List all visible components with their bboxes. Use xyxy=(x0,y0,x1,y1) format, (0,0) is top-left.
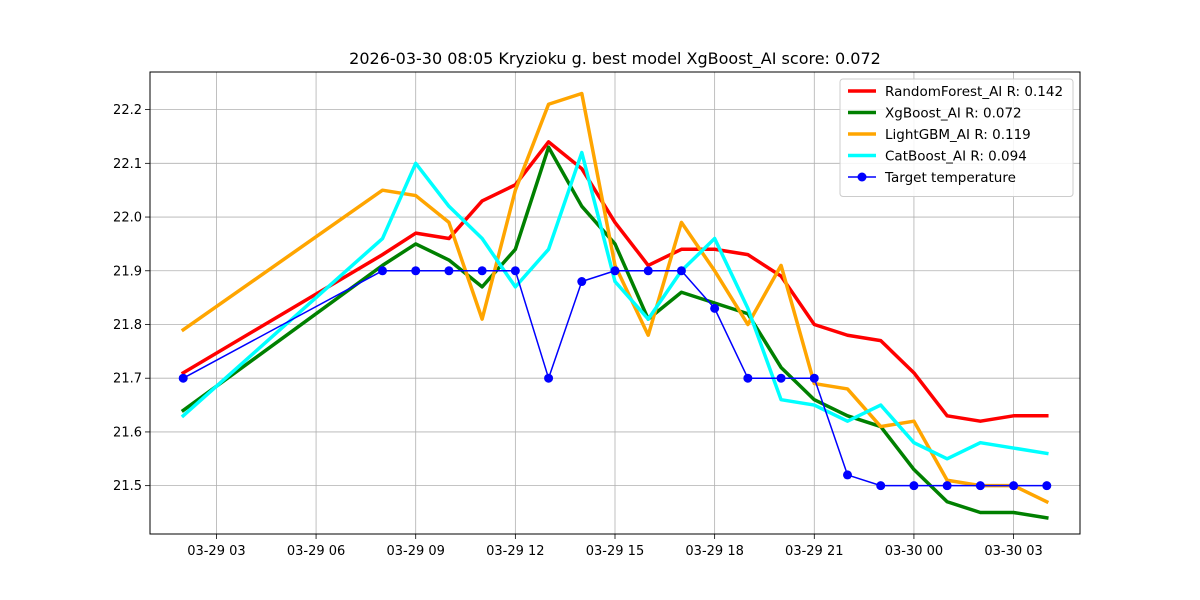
series-point-4 xyxy=(477,266,487,276)
series-point-4 xyxy=(544,373,554,383)
y-tick-label: 21.9 xyxy=(113,264,142,279)
legend-label-2: LightGBM_AI R: 0.119 xyxy=(885,127,1031,143)
y-tick-label: 21.6 xyxy=(113,425,142,440)
x-tick-label: 03-29 12 xyxy=(486,544,544,559)
series-point-4 xyxy=(942,481,952,491)
y-tick-label: 22.1 xyxy=(113,157,142,172)
y-tick-label: 21.7 xyxy=(113,372,142,387)
y-tick-label: 22.2 xyxy=(113,103,142,118)
x-tick-label: 03-29 15 xyxy=(586,544,644,559)
x-tick-label: 03-29 03 xyxy=(187,544,245,559)
chart-title: 2026-03-30 08:05 Kryzioku g. best model … xyxy=(349,49,881,69)
series-point-4 xyxy=(743,373,753,383)
legend-label-4: Target temperature xyxy=(884,170,1016,186)
series-point-4 xyxy=(909,481,919,491)
series-point-4 xyxy=(444,266,454,276)
series-point-4 xyxy=(710,303,720,313)
plot-frame xyxy=(149,71,1081,535)
series-point-4 xyxy=(643,266,653,276)
series-point-4 xyxy=(178,373,188,383)
series-point-4 xyxy=(975,481,985,491)
legend-label-0: RandomForest_AI R: 0.142 xyxy=(885,84,1063,100)
y-tick-label: 21.8 xyxy=(113,318,142,333)
legend-box xyxy=(839,78,1074,197)
y-tick-label: 21.5 xyxy=(113,479,142,494)
series-point-4 xyxy=(378,266,387,276)
series-point-4 xyxy=(876,481,886,491)
series-point-4 xyxy=(676,266,686,276)
series-point-4 xyxy=(510,266,520,276)
y-tick-label: 22.0 xyxy=(113,211,142,226)
series-point-4 xyxy=(1009,481,1019,491)
legend-marker-4 xyxy=(857,172,867,182)
series-point-4 xyxy=(776,373,786,383)
series-layer xyxy=(178,91,1052,520)
series-point-4 xyxy=(610,266,620,276)
series-point-4 xyxy=(843,470,852,480)
legend: RandomForest_AI R: 0.142 XgBoost_AI R: 0.… xyxy=(839,78,1074,197)
x-tick-label: 03-30 00 xyxy=(885,544,943,559)
axis-ticks: 03-29 03 03-29 06 03-29 09 03-29 12 03-29 15… xyxy=(113,103,1043,559)
x-tick-label: 03-30 03 xyxy=(984,544,1042,559)
series-point-4 xyxy=(577,277,587,287)
legend-label-3: CatBoost_AI R: 0.094 xyxy=(885,148,1027,164)
x-tick-label: 03-29 09 xyxy=(386,544,444,559)
x-tick-label: 03-29 18 xyxy=(685,544,743,559)
series-line-4 xyxy=(182,270,1048,487)
series-point-4 xyxy=(411,266,421,276)
x-tick-label: 03-29 21 xyxy=(785,544,843,559)
series-point-4 xyxy=(809,373,819,383)
series-point-4 xyxy=(1042,481,1052,491)
legend-label-1: XgBoost_AI R: 0.072 xyxy=(885,105,1022,121)
series-line-3 xyxy=(180,150,1049,461)
x-tick-label: 03-29 06 xyxy=(287,544,345,559)
